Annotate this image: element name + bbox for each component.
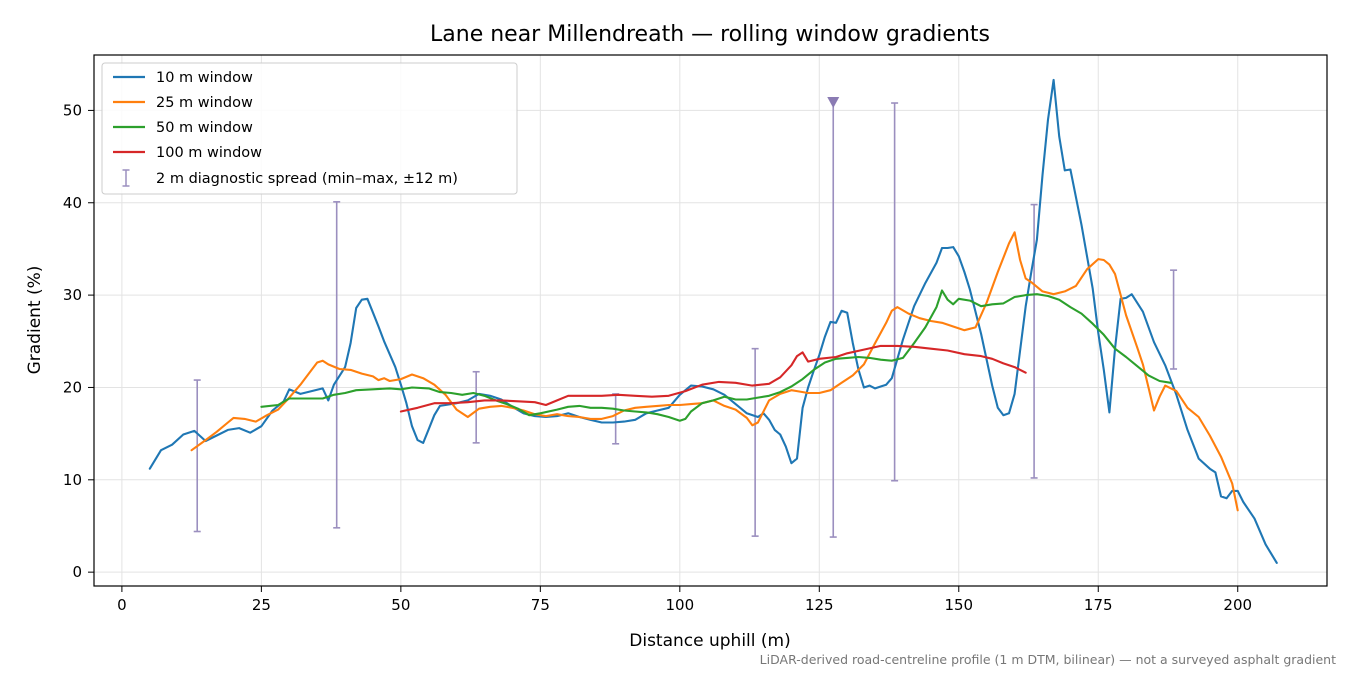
- x-tick-label: 125: [805, 596, 834, 614]
- y-tick-label: 20: [63, 378, 82, 396]
- legend-label-25m: 25 m window: [156, 95, 253, 111]
- x-tick-label: 200: [1223, 596, 1252, 614]
- series-line-1: [190, 231, 1239, 512]
- clipped-marker: [827, 97, 840, 109]
- chart-title: Lane near Millendreath — rolling window …: [430, 22, 990, 47]
- x-axis-label: Distance uphill (m): [629, 631, 790, 651]
- series-line-3: [399, 344, 1027, 413]
- y-tick-label: 30: [63, 286, 82, 304]
- x-tick-label: 50: [391, 596, 410, 614]
- x-tick-label: 150: [944, 596, 973, 614]
- x-tick-label: 0: [117, 596, 127, 614]
- legend-label-50m: 50 m window: [156, 120, 253, 136]
- errorbar: [751, 347, 759, 537]
- legend-label-100m: 100 m window: [156, 145, 262, 161]
- errorbar: [1170, 269, 1178, 370]
- plot-frame: [93, 54, 1328, 587]
- legend-swatch-errorbar: [122, 169, 130, 187]
- x-tick-label: 75: [531, 596, 550, 614]
- y-axis-label: Gradient (%): [25, 266, 45, 375]
- footnote: LiDAR-derived road-centreline profile (1…: [760, 652, 1336, 667]
- y-tick-label: 0: [72, 563, 82, 581]
- errorbar: [193, 379, 201, 533]
- legend-label-errorbar: 2 m diagnostic spread (min–max, ±12 m): [156, 171, 458, 187]
- x-tick-label: 100: [665, 596, 694, 614]
- legend-box: [101, 62, 518, 195]
- y-tick-label: 40: [63, 194, 82, 212]
- y-axis: 0 10 20 30 40 50: [63, 101, 94, 581]
- x-tick-label: 25: [252, 596, 271, 614]
- x-tick-label: 175: [1084, 596, 1113, 614]
- series-line-2: [260, 289, 1172, 422]
- errorbar: [333, 201, 341, 529]
- y-tick-label: 50: [63, 101, 82, 119]
- errorbar: [827, 97, 840, 538]
- legend-label-10m: 10 m window: [156, 70, 253, 86]
- x-axis: 0 25 50 75 100 125 150 175 200: [117, 586, 1252, 614]
- errorbar: [472, 370, 480, 444]
- legend: 10 m window 25 m window 50 m window 100 …: [101, 62, 518, 195]
- y-tick-label: 10: [63, 471, 82, 489]
- series-line-0: [148, 78, 1278, 564]
- errorbar: [891, 102, 899, 482]
- plot-series: [148, 78, 1278, 564]
